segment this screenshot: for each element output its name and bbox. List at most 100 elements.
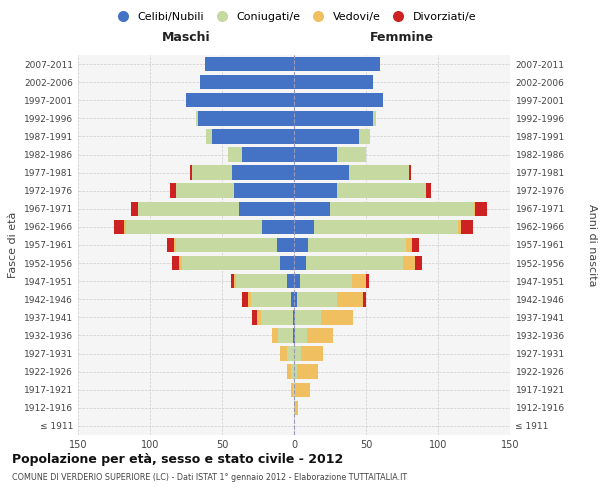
Bar — [409, 166, 410, 180]
Bar — [232, 166, 294, 180]
Bar — [124, 220, 125, 234]
Bar — [280, 346, 287, 361]
Bar — [293, 328, 294, 342]
Bar — [330, 202, 474, 216]
Bar — [291, 364, 294, 379]
Bar — [427, 184, 431, 198]
Bar — [294, 184, 337, 198]
Bar — [205, 57, 294, 72]
Bar — [248, 292, 251, 306]
Bar — [294, 93, 383, 108]
Bar — [172, 256, 179, 270]
Bar — [305, 256, 403, 270]
Bar — [186, 93, 294, 108]
Bar — [337, 148, 366, 162]
Bar — [179, 256, 182, 270]
Bar — [291, 292, 294, 306]
Bar — [233, 184, 294, 198]
Bar — [373, 111, 376, 126]
Bar — [206, 129, 212, 144]
Bar — [233, 274, 236, 288]
Bar — [294, 274, 300, 288]
Bar — [230, 274, 233, 288]
Bar — [349, 166, 409, 180]
Bar — [412, 238, 419, 252]
Bar — [300, 274, 352, 288]
Bar — [458, 220, 461, 234]
Bar — [291, 382, 293, 397]
Bar — [294, 238, 308, 252]
Bar — [295, 328, 307, 342]
Bar — [314, 220, 458, 234]
Bar — [337, 292, 363, 306]
Bar — [277, 238, 294, 252]
Bar — [139, 202, 239, 216]
Bar — [294, 382, 295, 397]
Bar — [294, 346, 301, 361]
Bar — [294, 400, 295, 415]
Bar — [294, 75, 373, 90]
Bar — [294, 202, 330, 216]
Legend: Celibi/Nubili, Coniugati/e, Vedovi/e, Divorziati/e: Celibi/Nubili, Coniugati/e, Vedovi/e, Di… — [107, 8, 481, 26]
Bar — [352, 274, 366, 288]
Bar — [415, 256, 422, 270]
Text: Maschi: Maschi — [161, 31, 211, 44]
Bar — [294, 328, 295, 342]
Bar — [366, 274, 369, 288]
Bar — [475, 202, 487, 216]
Bar — [295, 400, 298, 415]
Bar — [261, 310, 293, 324]
Bar — [322, 310, 353, 324]
Text: Femmine: Femmine — [370, 31, 434, 44]
Bar — [242, 148, 294, 162]
Bar — [190, 166, 192, 180]
Bar — [307, 328, 333, 342]
Bar — [278, 328, 293, 342]
Bar — [192, 166, 232, 180]
Text: Popolazione per età, sesso e stato civile - 2012: Popolazione per età, sesso e stato civil… — [12, 452, 343, 466]
Bar — [262, 220, 294, 234]
Bar — [176, 238, 277, 252]
Bar — [294, 148, 337, 162]
Bar — [337, 184, 427, 198]
Bar — [287, 346, 294, 361]
Bar — [461, 220, 473, 234]
Bar — [297, 292, 337, 306]
Bar — [308, 238, 406, 252]
Bar — [167, 238, 175, 252]
Bar — [294, 220, 314, 234]
Bar — [242, 292, 248, 306]
Bar — [131, 202, 139, 216]
Bar — [114, 220, 124, 234]
Bar — [212, 129, 294, 144]
Bar — [294, 111, 373, 126]
Bar — [294, 310, 295, 324]
Bar — [294, 166, 349, 180]
Bar — [239, 202, 294, 216]
Bar — [293, 382, 294, 397]
Bar — [196, 111, 197, 126]
Bar — [257, 310, 261, 324]
Text: Anni di nascita: Anni di nascita — [587, 204, 597, 286]
Bar — [359, 129, 370, 144]
Bar — [294, 57, 380, 72]
Bar — [297, 364, 319, 379]
Bar — [170, 184, 176, 198]
Bar — [182, 256, 280, 270]
Bar — [287, 364, 291, 379]
Bar — [294, 364, 297, 379]
Bar — [228, 148, 242, 162]
Bar — [252, 310, 257, 324]
Bar — [175, 238, 176, 252]
Bar — [125, 220, 262, 234]
Bar — [295, 310, 322, 324]
Bar — [272, 328, 278, 342]
Bar — [200, 75, 294, 90]
Bar — [363, 292, 366, 306]
Bar — [474, 202, 475, 216]
Bar — [236, 274, 287, 288]
Bar — [406, 238, 412, 252]
Bar — [294, 292, 297, 306]
Bar — [301, 346, 323, 361]
Bar — [197, 111, 294, 126]
